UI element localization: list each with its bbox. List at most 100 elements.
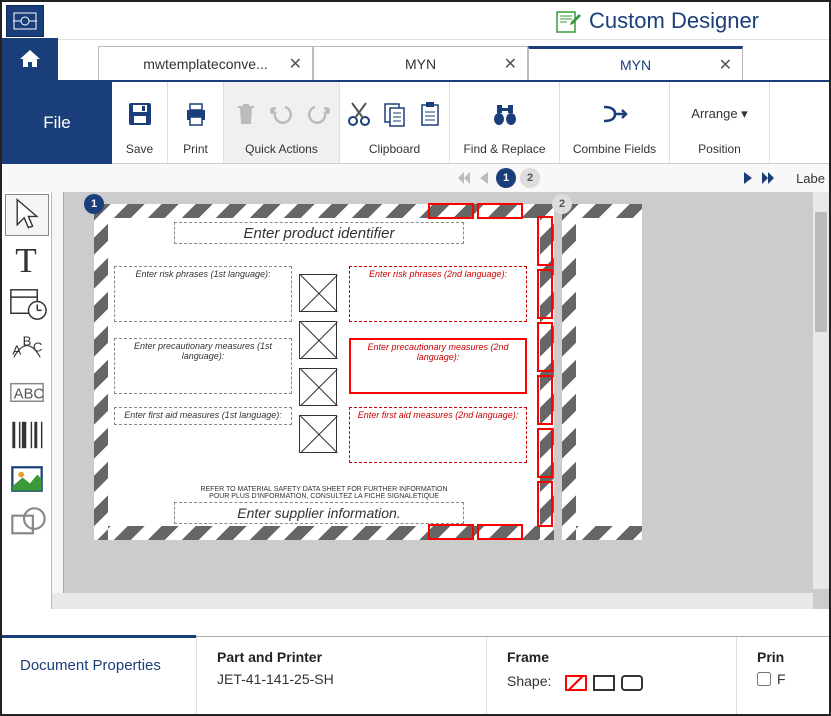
field-risk-2[interactable]: Enter risk phrases (2nd language): — [349, 266, 527, 322]
label-tool[interactable]: ABC — [5, 370, 49, 412]
ghs-pictogram[interactable] — [299, 368, 337, 406]
selection-handle[interactable] — [428, 203, 474, 219]
svg-text:ABC: ABC — [13, 386, 44, 402]
tab-label: MYN — [620, 57, 651, 73]
svg-text:A: A — [12, 342, 21, 357]
field-product-id[interactable]: Enter product identifier — [174, 222, 464, 244]
horizontal-scrollbar[interactable] — [52, 593, 813, 609]
selection-handle[interactable] — [537, 322, 553, 372]
print-checkbox[interactable] — [757, 672, 771, 686]
svg-text:B: B — [22, 334, 31, 349]
refer-line-1: REFER TO MATERIAL SAFETY DATA SHEET FOR … — [154, 486, 494, 493]
cut-icon[interactable] — [344, 99, 374, 129]
print-icon[interactable] — [181, 99, 211, 129]
redo-icon[interactable] — [303, 99, 333, 129]
trash-icon[interactable] — [231, 99, 261, 129]
section-heading: Frame — [507, 649, 716, 665]
prev-page-icon[interactable] — [476, 170, 492, 186]
shape-option-round[interactable] — [621, 675, 643, 691]
paste-icon[interactable] — [416, 99, 446, 129]
ribbon-label: Position — [698, 139, 741, 159]
field-precaution-2[interactable]: Enter precautionary measures (2nd langua… — [349, 338, 527, 394]
page-corner-badge: 2 — [552, 194, 572, 214]
barcode-tool[interactable] — [5, 414, 49, 456]
selection-handle[interactable] — [428, 524, 474, 540]
section-heading: Part and Printer — [217, 649, 466, 665]
home-button[interactable] — [2, 38, 58, 80]
ribbon-group-clipboard: Clipboard — [340, 82, 450, 163]
shape-option-rect[interactable] — [593, 675, 615, 691]
ribbon-label: Quick Actions — [245, 139, 318, 159]
section-heading: Prin — [757, 649, 809, 665]
ghs-pictogram[interactable] — [299, 321, 337, 359]
document-tabs: mwtemplateconve... ✕ MYN ✕ MYN ✕ — [98, 46, 743, 80]
save-icon[interactable] — [125, 99, 155, 129]
ribbon-label: Find & Replace — [463, 139, 545, 159]
svg-text:T: T — [15, 241, 37, 280]
binoculars-icon[interactable] — [490, 99, 520, 129]
frame-section: Frame Shape: — [487, 637, 737, 714]
tab-label: MYN — [405, 56, 436, 72]
date-tool[interactable] — [5, 282, 49, 324]
close-icon[interactable]: ✕ — [289, 54, 302, 74]
arrange-dropdown[interactable]: Arrange ▾ — [691, 106, 747, 122]
file-button[interactable]: File — [2, 82, 112, 164]
page-nav-bar: 1 2 Labe — [2, 164, 829, 192]
ribbon-label: Combine Fields — [573, 139, 656, 159]
arrange-label: Arrange — [691, 106, 737, 121]
print-checkbox-label: F — [777, 671, 786, 687]
page-badge-1[interactable]: 1 — [496, 168, 516, 188]
ribbon-label: Print — [183, 139, 208, 159]
selection-handle[interactable] — [537, 481, 553, 527]
next-page-icon[interactable] — [740, 170, 756, 186]
text-tool[interactable]: T — [5, 238, 49, 280]
close-icon[interactable]: ✕ — [504, 54, 517, 74]
image-tool[interactable] — [5, 458, 49, 500]
nav-right-label: Labe — [796, 171, 825, 186]
label-page-1[interactable]: 1 Enter product identifier Enter risk ph… — [94, 204, 554, 540]
first-page-icon[interactable] — [456, 170, 472, 186]
field-precaution-1[interactable]: Enter precautionary measures (1st langua… — [114, 338, 292, 394]
selection-handle[interactable] — [537, 375, 553, 425]
combine-icon[interactable] — [600, 99, 630, 129]
shape-option-none[interactable] — [565, 675, 587, 691]
selection-handle[interactable] — [537, 428, 553, 478]
ribbon: File Save Print Quick Actions Clipboard … — [2, 82, 829, 164]
arc-text-tool[interactable]: ABC — [5, 326, 49, 368]
titlebar: Custom Designer — [2, 2, 829, 40]
vertical-scrollbar[interactable] — [813, 192, 829, 589]
page-corner-badge: 1 — [84, 194, 104, 214]
pointer-tool[interactable] — [5, 194, 49, 236]
shape-tool[interactable] — [5, 502, 49, 544]
close-icon[interactable]: ✕ — [719, 55, 732, 75]
selection-handle[interactable] — [537, 269, 553, 319]
properties-tab-label: Document Properties — [20, 657, 161, 674]
ghs-pictogram[interactable] — [299, 415, 337, 453]
copy-icon[interactable] — [380, 99, 410, 129]
refer-text: REFER TO MATERIAL SAFETY DATA SHEET FOR … — [154, 486, 494, 500]
tab-doc-3[interactable]: MYN ✕ — [528, 46, 743, 80]
selection-handle[interactable] — [477, 524, 523, 540]
field-risk-1[interactable]: Enter risk phrases (1st language): — [114, 266, 292, 322]
ghs-pictogram[interactable] — [299, 274, 337, 312]
ribbon-group-position: Arrange ▾ Position — [670, 82, 770, 163]
field-firstaid-2[interactable]: Enter first aid measures (2nd language): — [349, 407, 527, 463]
selection-handle[interactable] — [537, 216, 553, 266]
ribbon-group-save: Save — [112, 82, 168, 163]
undo-icon[interactable] — [267, 99, 297, 129]
part-printer-section: Part and Printer JET-41-141-25-SH — [197, 637, 487, 714]
properties-tab[interactable]: Document Properties — [2, 637, 197, 714]
selection-handle[interactable] — [477, 203, 523, 219]
tab-doc-1[interactable]: mwtemplateconve... ✕ — [98, 46, 313, 80]
ribbon-group-quick-actions: Quick Actions — [224, 82, 340, 163]
canvas-area[interactable]: 1 Enter product identifier Enter risk ph… — [52, 192, 829, 609]
ribbon-label: Save — [126, 139, 153, 159]
field-supplier[interactable]: Enter supplier information. — [174, 502, 464, 524]
last-page-icon[interactable] — [760, 170, 776, 186]
tab-doc-2[interactable]: MYN ✕ — [313, 46, 528, 80]
part-printer-value: JET-41-141-25-SH — [217, 671, 466, 687]
field-firstaid-1[interactable]: Enter first aid measures (1st language): — [114, 407, 292, 425]
app-title: Custom Designer — [48, 8, 829, 34]
label-page-2[interactable]: 2 — [562, 204, 642, 540]
page-badge-2[interactable]: 2 — [520, 168, 540, 188]
